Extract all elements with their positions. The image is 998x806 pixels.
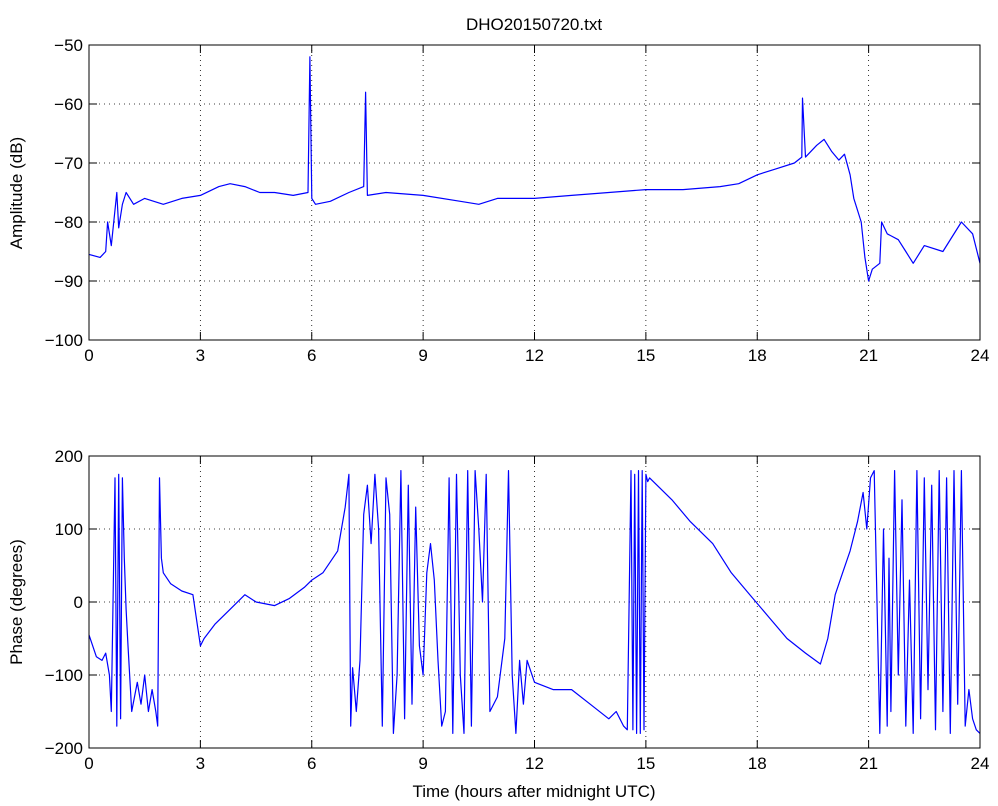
phase-series: [88, 470, 981, 735]
amplitude-y-label: Amplitude (dB): [7, 137, 26, 249]
amplitude-y-tick-label: −100: [45, 331, 83, 350]
phase-x-tick-label: 24: [971, 754, 990, 773]
amplitude-series: [88, 56, 981, 282]
phase-x-tick-label: 3: [196, 754, 205, 773]
phase-y-tick-label: −200: [45, 739, 83, 758]
amplitude-grid: [89, 45, 980, 340]
phase-ticks: 0 3 6 9 12 15 18 21 24 −200 −100 0 100 200: [45, 447, 990, 773]
phase-y-tick-label: −100: [45, 666, 83, 685]
phase-y-label: Phase (degrees): [7, 539, 26, 665]
amplitude-x-tick-label: 24: [971, 346, 990, 365]
phase-x-tick-label: 18: [748, 754, 767, 773]
phase-x-tick-label: 21: [859, 754, 878, 773]
phase-x-tick-label: 6: [307, 754, 316, 773]
amplitude-y-tick-label: −50: [54, 36, 83, 55]
phase-x-tick-label: 15: [636, 754, 655, 773]
phase-x-tick-label: 12: [525, 754, 544, 773]
amplitude-y-tick-label: −90: [54, 272, 83, 291]
phase-series-line: [88, 470, 981, 735]
amplitude-y-tick-label: −80: [54, 213, 83, 232]
amplitude-x-tick-label: 3: [196, 346, 205, 365]
amplitude-x-tick-label: 15: [636, 346, 655, 365]
phase-x-tick-label: 9: [418, 754, 427, 773]
phase-x-tick-label: 0: [84, 754, 93, 773]
amplitude-x-tick-label: 12: [525, 346, 544, 365]
amplitude-x-tick-label: 0: [84, 346, 93, 365]
amplitude-y-tick-label: −70: [54, 154, 83, 173]
phase-x-label: Time (hours after midnight UTC): [412, 782, 655, 801]
phase-grid: [89, 456, 980, 748]
amplitude-series-line: [88, 56, 981, 282]
amplitude-x-tick-label: 6: [307, 346, 316, 365]
amplitude-plot: 0 3 6 9 12 15 18 21 24 −100 −90 −80 −70 −60 −50 DHO201…: [7, 15, 989, 365]
amplitude-title: DHO20150720.txt: [466, 15, 602, 34]
amplitude-x-tick-label: 9: [418, 346, 427, 365]
phase-y-tick-label: 100: [55, 520, 83, 539]
phase-y-tick-label: 0: [74, 593, 83, 612]
amplitude-ticks: 0 3 6 9 12 15 18 21 24 −100 −90 −80 −70 −60 −50: [45, 36, 990, 365]
phase-plot: 0 3 6 9 12 15 18 21 24 −200 −100 0 100 200 Time (hour…: [7, 447, 989, 801]
phase-y-tick-label: 200: [55, 447, 83, 466]
amplitude-x-tick-label: 21: [859, 346, 878, 365]
amplitude-x-tick-label: 18: [748, 346, 767, 365]
amplitude-y-tick-label: −60: [54, 95, 83, 114]
